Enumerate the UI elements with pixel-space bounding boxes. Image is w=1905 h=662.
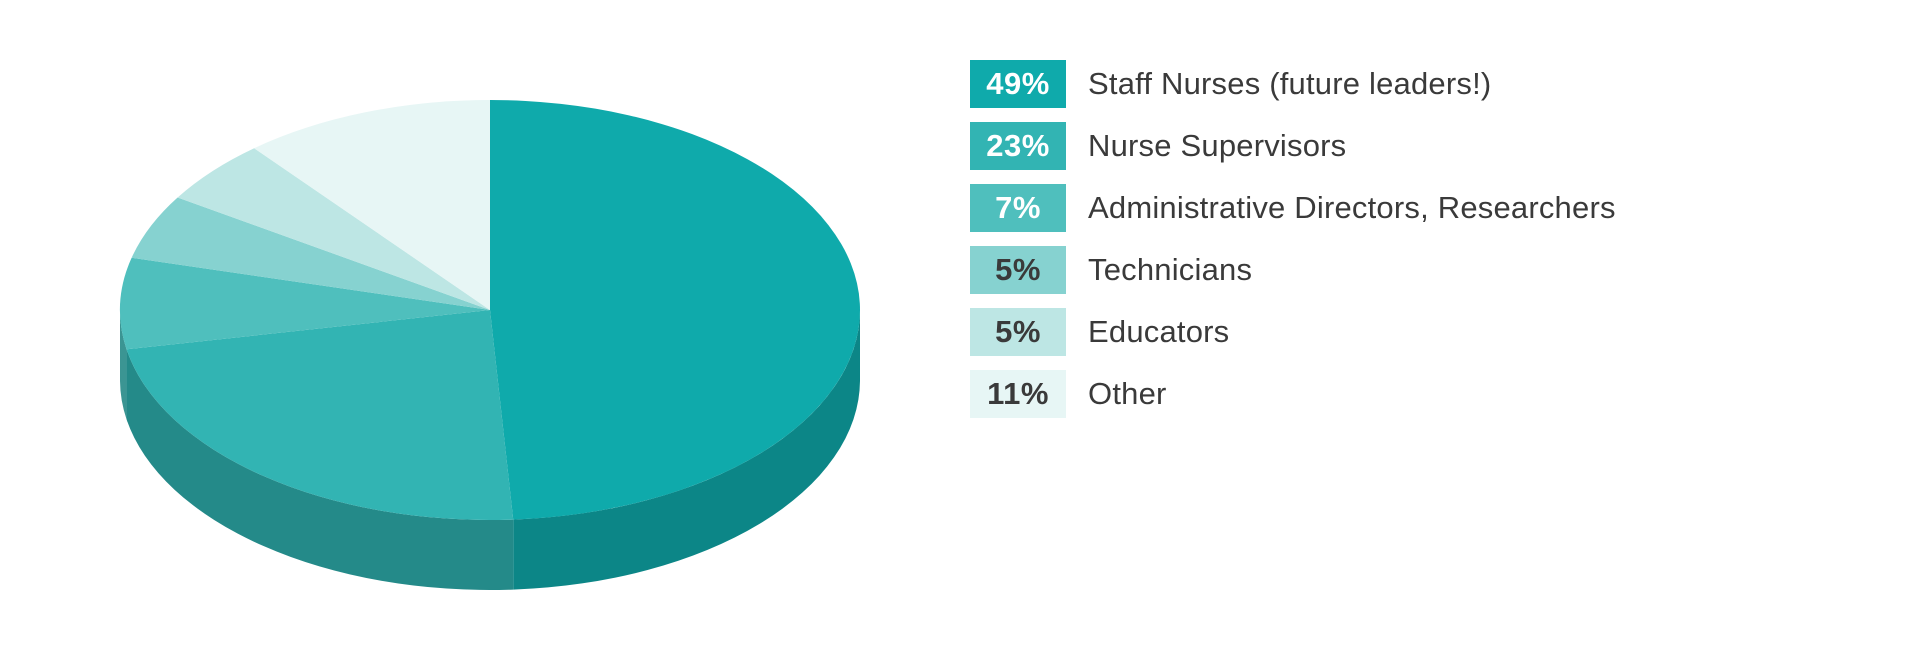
legend-swatch-supervisors: 23%	[970, 122, 1066, 170]
legend-row-supervisors: 23% Nurse Supervisors	[970, 122, 1616, 170]
legend-label-technicians: Technicians	[1088, 252, 1252, 288]
legend-label-admin: Administrative Directors, Researchers	[1088, 190, 1616, 226]
legend-row-admin: 7% Administrative Directors, Researchers	[970, 184, 1616, 232]
legend: 49% Staff Nurses (future leaders!) 23% Nurs…	[970, 60, 1616, 432]
pie-svg	[60, 20, 920, 640]
legend-row-other: 11% Other	[970, 370, 1616, 418]
legend-swatch-staff-nurses: 49%	[970, 60, 1066, 108]
legend-swatch-admin: 7%	[970, 184, 1066, 232]
legend-swatch-educators: 5%	[970, 308, 1066, 356]
chart-container: 49% Staff Nurses (future leaders!) 23% Nurs…	[0, 0, 1905, 662]
pie-chart	[60, 20, 920, 640]
legend-label-staff-nurses: Staff Nurses (future leaders!)	[1088, 66, 1491, 102]
legend-label-other: Other	[1088, 376, 1167, 412]
legend-row-staff-nurses: 49% Staff Nurses (future leaders!)	[970, 60, 1616, 108]
legend-swatch-technicians: 5%	[970, 246, 1066, 294]
legend-label-supervisors: Nurse Supervisors	[1088, 128, 1346, 164]
legend-swatch-other: 11%	[970, 370, 1066, 418]
legend-label-educators: Educators	[1088, 314, 1229, 350]
legend-row-educators: 5% Educators	[970, 308, 1616, 356]
legend-row-technicians: 5% Technicians	[970, 246, 1616, 294]
